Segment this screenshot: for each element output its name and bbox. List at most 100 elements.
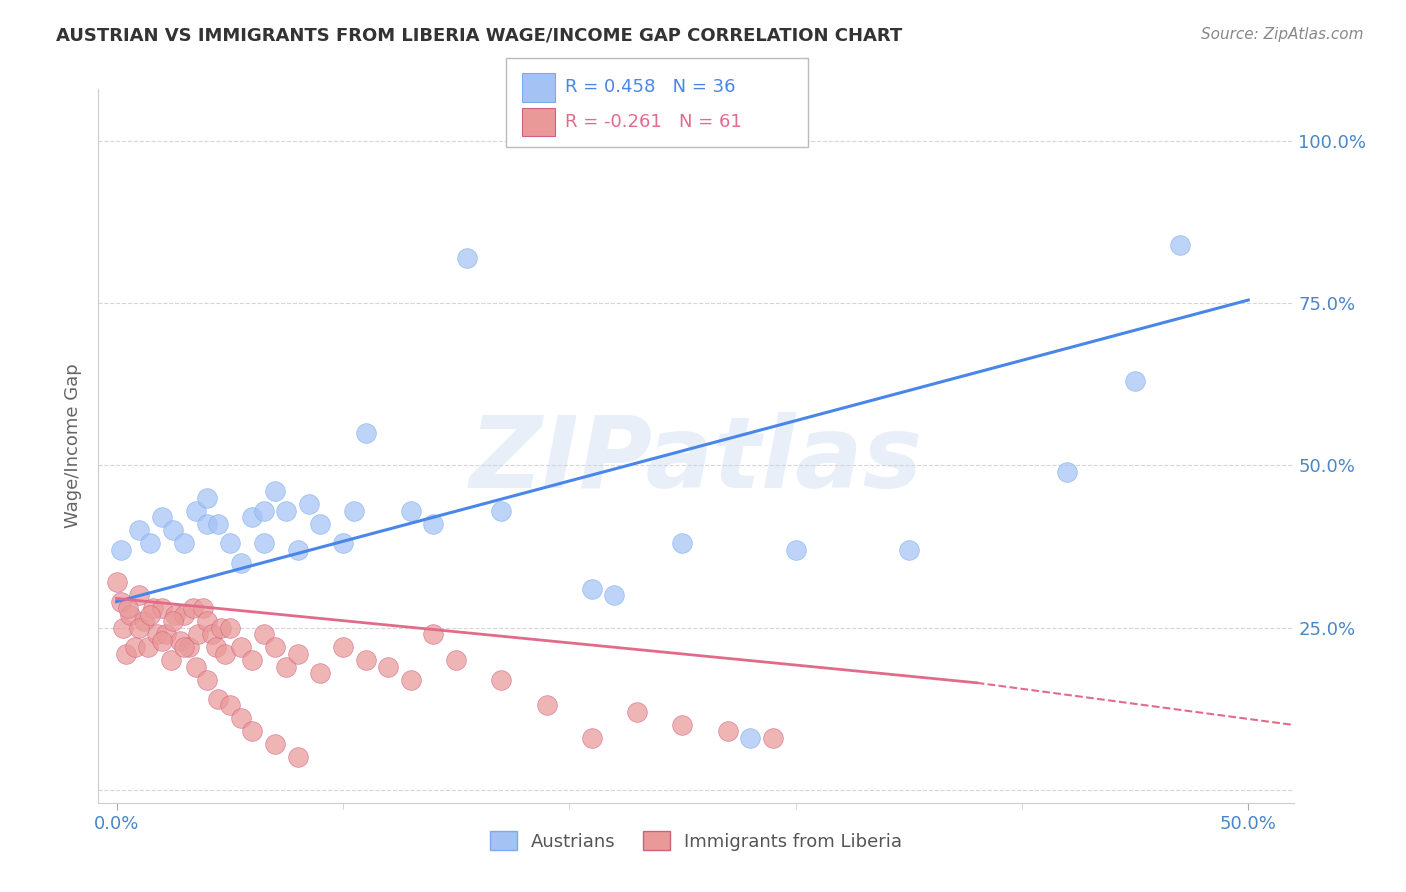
Text: R = 0.458   N = 36: R = 0.458 N = 36 — [565, 78, 735, 96]
Point — [581, 582, 603, 596]
Point — [253, 504, 276, 518]
Point — [264, 640, 287, 654]
Point — [740, 731, 762, 745]
Point — [1123, 374, 1146, 388]
Point — [114, 647, 136, 661]
Point — [298, 497, 321, 511]
Point — [120, 607, 142, 622]
Point — [536, 698, 558, 713]
Point — [117, 601, 139, 615]
Point — [717, 724, 740, 739]
Point — [399, 673, 422, 687]
Point — [173, 607, 195, 622]
Point — [422, 627, 444, 641]
Point — [626, 705, 648, 719]
Point — [150, 601, 173, 615]
Point — [132, 614, 155, 628]
Point — [205, 640, 228, 654]
Point — [377, 659, 399, 673]
Point — [142, 601, 165, 615]
Point — [240, 653, 263, 667]
Point — [177, 640, 200, 654]
Point — [897, 542, 920, 557]
Point — [169, 633, 191, 648]
Point — [184, 659, 207, 673]
Point — [444, 653, 467, 667]
Point — [332, 536, 354, 550]
Point — [187, 627, 209, 641]
Point — [229, 556, 252, 570]
Point — [1056, 465, 1078, 479]
Point — [422, 516, 444, 531]
Point — [128, 588, 150, 602]
Point — [207, 516, 229, 531]
Point — [785, 542, 807, 557]
Point — [240, 510, 263, 524]
Point — [491, 504, 513, 518]
Point — [309, 666, 332, 681]
Point — [195, 491, 218, 505]
Point — [287, 750, 309, 764]
Point — [253, 536, 276, 550]
Point — [191, 601, 214, 615]
Point — [162, 614, 184, 628]
Point — [165, 607, 187, 622]
Point — [343, 504, 366, 518]
Point — [287, 647, 309, 661]
Point — [112, 621, 135, 635]
Point — [264, 738, 287, 752]
Point — [240, 724, 263, 739]
Point — [195, 614, 218, 628]
Point — [603, 588, 626, 602]
Point — [229, 640, 252, 654]
Point — [150, 633, 173, 648]
Point — [207, 692, 229, 706]
Point — [762, 731, 785, 745]
Point — [491, 673, 513, 687]
Point — [218, 536, 240, 550]
Y-axis label: Wage/Income Gap: Wage/Income Gap — [65, 364, 83, 528]
Point — [214, 647, 236, 661]
Point — [128, 621, 150, 635]
Text: AUSTRIAN VS IMMIGRANTS FROM LIBERIA WAGE/INCOME GAP CORRELATION CHART: AUSTRIAN VS IMMIGRANTS FROM LIBERIA WAGE… — [56, 27, 903, 45]
Point — [354, 425, 377, 440]
Point — [162, 524, 184, 538]
Point — [139, 607, 162, 622]
Point — [253, 627, 276, 641]
Point — [309, 516, 332, 531]
Point — [128, 524, 150, 538]
Point — [218, 621, 240, 635]
Point — [276, 504, 298, 518]
Point — [155, 627, 177, 641]
Point — [150, 510, 173, 524]
Text: Source: ZipAtlas.com: Source: ZipAtlas.com — [1201, 27, 1364, 42]
Point — [671, 536, 693, 550]
Point — [184, 504, 207, 518]
Point — [124, 640, 146, 654]
Point — [1170, 238, 1192, 252]
Point — [195, 516, 218, 531]
Point — [110, 542, 132, 557]
Point — [136, 640, 159, 654]
Point — [110, 595, 132, 609]
Point — [183, 601, 205, 615]
Point — [105, 575, 128, 590]
Point — [456, 251, 478, 265]
Point — [287, 542, 309, 557]
Point — [173, 536, 195, 550]
Point — [173, 640, 195, 654]
Point — [671, 718, 693, 732]
Point — [581, 731, 603, 745]
Point — [354, 653, 377, 667]
Point — [139, 536, 162, 550]
Text: ZIPatlas: ZIPatlas — [470, 412, 922, 508]
Point — [200, 627, 222, 641]
Point — [218, 698, 240, 713]
Legend: Austrians, Immigrants from Liberia: Austrians, Immigrants from Liberia — [482, 824, 910, 858]
Point — [276, 659, 298, 673]
Point — [209, 621, 232, 635]
Point — [195, 673, 218, 687]
Point — [229, 711, 252, 725]
Text: R = -0.261   N = 61: R = -0.261 N = 61 — [565, 113, 742, 131]
Point — [332, 640, 354, 654]
